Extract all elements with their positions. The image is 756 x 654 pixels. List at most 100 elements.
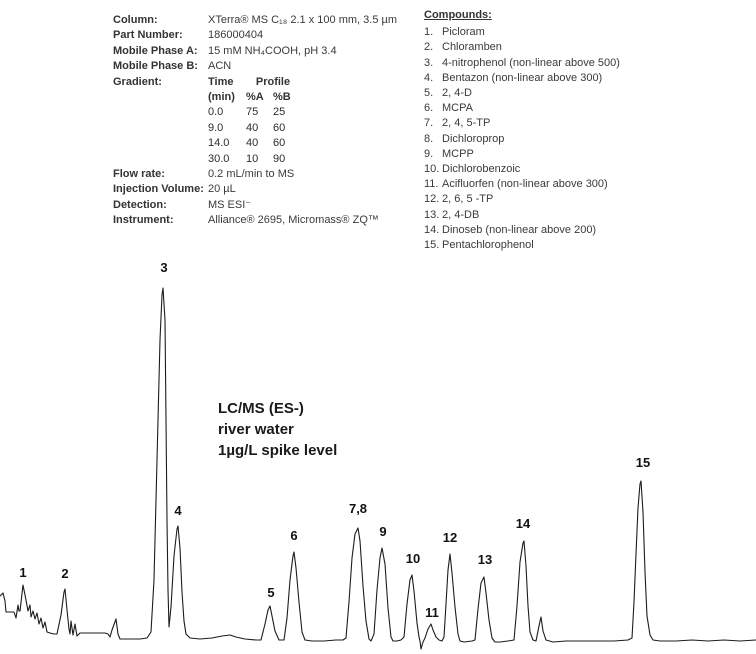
compound-item: 8. Dichloroprop bbox=[424, 132, 744, 147]
method-label: Instrument: bbox=[113, 214, 174, 227]
compound-name: 2, 4-DB bbox=[442, 208, 480, 221]
compound-number: 15. bbox=[424, 239, 440, 252]
compound-number: 5. bbox=[424, 87, 434, 100]
gradient-cell: 9.0 bbox=[208, 121, 224, 134]
compound-name: Picloram bbox=[442, 26, 485, 39]
method-label: Column: bbox=[113, 14, 158, 26]
compound-item: 2. Chloramben bbox=[424, 40, 744, 55]
method-row-part-number: Part Number: 186000404 bbox=[113, 28, 413, 43]
compound-item: 14. Dinoseb (non-linear above 200) bbox=[424, 223, 744, 238]
compound-number: 13. bbox=[424, 208, 440, 221]
method-label: Mobile Phase A: bbox=[113, 44, 198, 57]
compound-name: 2, 6, 5 -TP bbox=[442, 193, 494, 206]
compound-name: Dinoseb (non-linear above 200) bbox=[442, 223, 597, 236]
method-value: 0.2 mL/min to MS bbox=[208, 168, 295, 181]
compound-number: 6. bbox=[424, 102, 434, 115]
method-label: Mobile Phase B: bbox=[113, 60, 198, 73]
compound-item: 15. Pentachlorophenol bbox=[424, 238, 744, 253]
gradient-data-row: 0.0 75 25 bbox=[208, 105, 300, 120]
compound-item: 9. MCPP bbox=[424, 147, 744, 162]
method-row-instrument: Instrument: Alliance® 2695, Micromass® Z… bbox=[113, 213, 413, 228]
gradient-cell: 30.0 bbox=[208, 152, 230, 165]
compound-number: 7. bbox=[424, 117, 434, 130]
compound-item: 7. 2, 4, 5-TP bbox=[424, 116, 744, 131]
compound-item: 1. Picloram bbox=[424, 25, 744, 40]
method-value: 186000404 bbox=[208, 29, 264, 42]
method-label: Flow rate: bbox=[113, 168, 165, 181]
compound-name: 4-nitrophenol (non-linear above 500) bbox=[442, 56, 620, 69]
annotation-line-2: river water bbox=[218, 421, 294, 438]
gradient-data-row: 9.0 40 60 bbox=[208, 121, 300, 136]
compound-number: 8. bbox=[424, 132, 434, 145]
compound-name: MCPP bbox=[442, 147, 474, 160]
compound-number: 4. bbox=[424, 71, 434, 84]
compound-number: 2. bbox=[424, 41, 434, 54]
method-value: ACN bbox=[208, 60, 232, 73]
compound-number: 14. bbox=[424, 223, 440, 236]
method-row-flow-rate: Flow rate: 0.2 mL/min to MS bbox=[113, 167, 413, 182]
compound-item: 13. 2, 4-DB bbox=[424, 208, 744, 223]
method-value: 20 µL bbox=[208, 183, 236, 196]
method-label: Injection Volume: bbox=[113, 183, 204, 196]
compound-number: 3. bbox=[424, 56, 434, 69]
compound-name: Acifluorfen (non-linear above 300) bbox=[442, 178, 608, 191]
compound-item: 10. Dichlorobenzoic bbox=[424, 162, 744, 177]
compound-name: MCPA bbox=[442, 102, 473, 115]
gradient-header-row: Time Profile bbox=[208, 75, 300, 90]
compound-name: 2, 4-D bbox=[442, 87, 472, 100]
compound-item: 11. Acifluorfen (non-linear above 300) bbox=[424, 177, 744, 192]
method-row-mobile-phase-a: Mobile Phase A: 15 mM NH₄COOH, pH 3.4 bbox=[113, 44, 413, 59]
compound-number: 10. bbox=[424, 163, 440, 176]
method-row-detection: Detection: MS ESI⁻ bbox=[113, 198, 413, 213]
gradient-cell: 60 bbox=[273, 137, 286, 150]
compound-name: Pentachlorophenol bbox=[442, 239, 534, 252]
compound-number: 1. bbox=[424, 26, 434, 39]
gradient-cell: 40 bbox=[246, 121, 259, 134]
compounds-panel: Compounds: 1. Picloram 2. Chloramben 3. 4-nit… bbox=[424, 8, 744, 253]
compound-number: 12. bbox=[424, 193, 440, 206]
gradient-pct-b-header: %B bbox=[273, 91, 291, 104]
gradient-profile-header: Profile bbox=[255, 75, 291, 88]
gradient-pct-a-header: %A bbox=[246, 91, 264, 104]
compound-item: 5. 2, 4-D bbox=[424, 86, 744, 101]
method-row-injection-volume: Injection Volume: 20 µL bbox=[113, 182, 413, 197]
compound-name: Dichlorobenzoic bbox=[442, 163, 521, 176]
method-row-gradient: Gradient: Time Profile (min) %A %B 0.0 75… bbox=[113, 75, 413, 167]
compound-name: 2, 4, 5-TP bbox=[442, 117, 491, 130]
gradient-subheader-row: (min) %A %B bbox=[208, 90, 300, 105]
method-value: 15 mM NH₄COOH, pH 3.4 bbox=[208, 44, 337, 57]
gradient-time-header: Time bbox=[208, 75, 234, 88]
chromatogram-annotation: LC/MS (ES-) river water 1µg/L spike leve… bbox=[218, 398, 337, 461]
gradient-rows: 0.0 75 25 9.0 40 60 14.0 40 60 30.0 10 90 bbox=[208, 105, 300, 167]
gradient-cell: 40 bbox=[246, 137, 259, 150]
gradient-min-header: (min) bbox=[208, 91, 235, 104]
gradient-cell: 60 bbox=[273, 121, 286, 134]
gradient-cell: 75 bbox=[246, 106, 259, 119]
method-value: Alliance® 2695, Micromass® ZQ™ bbox=[208, 214, 379, 227]
compound-number: 11. bbox=[424, 178, 439, 191]
compound-item: 12. 2, 6, 5 -TP bbox=[424, 192, 744, 207]
method-label: Gradient: bbox=[113, 75, 162, 88]
compound-name: Bentazon (non-linear above 300) bbox=[442, 71, 603, 84]
method-panel: Column: XTerra® MS C₁₈ 2.1 x 100 mm, 3.5… bbox=[113, 13, 413, 229]
compound-item: 4. Bentazon (non-linear above 300) bbox=[424, 71, 744, 86]
compound-name: Dichloroprop bbox=[442, 132, 505, 145]
gradient-cell: 0.0 bbox=[208, 106, 224, 119]
method-label: Part Number: bbox=[113, 29, 183, 42]
annotation-line-1: LC/MS (ES-) bbox=[218, 400, 304, 417]
method-label: Detection: bbox=[113, 198, 167, 211]
gradient-data-row: 14.0 40 60 bbox=[208, 136, 300, 151]
gradient-data-row: 30.0 10 90 bbox=[208, 152, 300, 167]
compound-item: 6. MCPA bbox=[424, 101, 744, 116]
compounds-list: 1. Picloram 2. Chloramben 3. 4-nitrophenol (n… bbox=[424, 25, 744, 253]
method-value: XTerra® MS C₁₈ 2.1 x 100 mm, 3.5 µm bbox=[208, 14, 397, 26]
gradient-cell: 14.0 bbox=[208, 137, 230, 150]
chromatogram-trace bbox=[0, 287, 756, 650]
compound-number: 9. bbox=[424, 147, 434, 160]
method-row-mobile-phase-b: Mobile Phase B: ACN bbox=[113, 59, 413, 74]
compounds-header: Compounds: bbox=[424, 9, 492, 21]
method-value: MS ESI⁻ bbox=[208, 198, 252, 211]
method-row-column: Column: XTerra® MS C₁₈ 2.1 x 100 mm, 3.5… bbox=[113, 13, 413, 28]
